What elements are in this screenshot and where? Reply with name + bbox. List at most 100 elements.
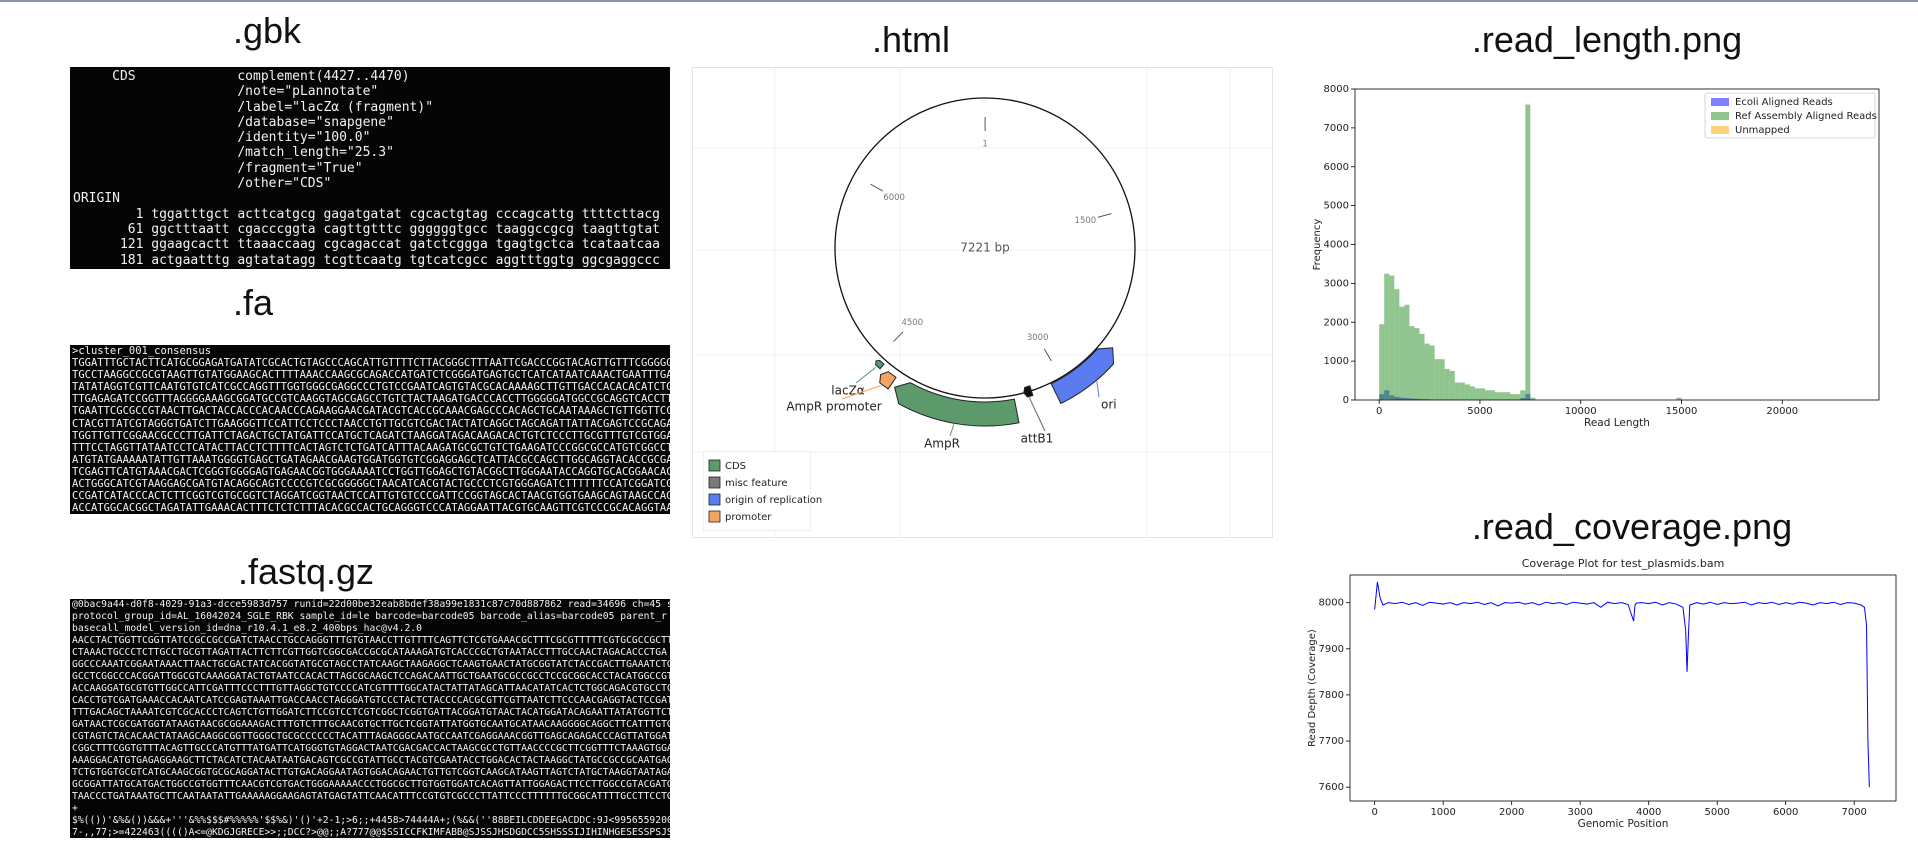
legend-label: misc feature bbox=[725, 478, 788, 489]
text-line: $%(())'&%&())&&&+'''&%%$$$#%%%%%'$$%&)'(… bbox=[72, 815, 670, 826]
legend-swatch bbox=[1711, 112, 1729, 120]
y-tick-label: 5000 bbox=[1324, 201, 1349, 212]
x-tick-label: 0 bbox=[1371, 807, 1377, 818]
x-tick-label: 4000 bbox=[1636, 807, 1661, 818]
text-line: AACCTACTGGTTCGGTTATCCGCCGCCGATCTAACCTGCC… bbox=[72, 635, 670, 646]
legend-swatch bbox=[1711, 126, 1729, 134]
text-line: /identity="100.0" bbox=[73, 130, 371, 146]
x-tick-label: 0 bbox=[1376, 406, 1382, 417]
histogram-bar bbox=[1429, 345, 1435, 400]
histogram-bar bbox=[1469, 386, 1475, 400]
x-tick-label: 20000 bbox=[1766, 406, 1798, 417]
plasmid-tick-label: 3000 bbox=[1027, 333, 1049, 343]
plasmid-size: 7221 bp bbox=[960, 241, 1010, 255]
text-line: 121 ggaagcactt ttaaaccaag cgcagaccat gat… bbox=[73, 237, 660, 253]
text-line: AAAGGACATGTGAGAGGAAGCTTCTACATCTACAATAATG… bbox=[72, 755, 670, 766]
plot-frame bbox=[1354, 88, 1880, 401]
y-axis-label: Read Depth (Coverage) bbox=[1307, 629, 1318, 747]
y-tick-label: 7900 bbox=[1319, 644, 1344, 655]
feature-lacz bbox=[875, 359, 885, 370]
text-line: 181 actgaatttg agtatatagg tcgttcaatg tgt… bbox=[73, 252, 660, 268]
feature-attb1 bbox=[1023, 385, 1034, 398]
y-tick-label: 7600 bbox=[1319, 782, 1344, 793]
y-tick-label: 7800 bbox=[1319, 690, 1344, 701]
text-line: ACCATGGCACGGCTAGATATTGAAACACTTTCTCTCTTTA… bbox=[72, 502, 670, 514]
text-line: ACTGGGCATCGTAAGGAGCGATGTACAGGCAGTCCCCGTC… bbox=[72, 478, 670, 491]
text-line: @0bac9a44-d0f8-4029-91a3-dcce5983d757 ru… bbox=[72, 599, 670, 610]
text-line: ATGTATGAAAAATATTGTTAAATGGGGTGAGCTGATAGAA… bbox=[72, 453, 670, 466]
histogram-bar bbox=[1399, 306, 1405, 400]
panel-heading: .read_coverage.png bbox=[1471, 506, 1793, 547]
plasmid-tick bbox=[1043, 348, 1052, 362]
histogram-bar bbox=[1500, 392, 1506, 400]
feature-label: ori bbox=[1101, 398, 1117, 412]
panel-heading: .gbk bbox=[232, 10, 302, 51]
y-tick-label: 6000 bbox=[1324, 162, 1349, 173]
text-line: /match_length="25.3" bbox=[73, 145, 394, 161]
genbank-text: CDS complement(4427..4470) /note="pLanno… bbox=[70, 67, 670, 269]
x-axis-label: Genomic Position bbox=[1578, 818, 1669, 830]
histogram-bar bbox=[1490, 390, 1496, 400]
histogram-bar bbox=[1384, 273, 1390, 400]
text-line: basecall_model_version_id=dna_r10.4.1_e8… bbox=[72, 623, 422, 634]
feature-label: AmpR promoter bbox=[786, 400, 881, 414]
text-line: GCGGATTATGCATGACTGGCCGTGGTTTCAACGTCGTGAC… bbox=[72, 779, 670, 790]
x-tick-label: 5000 bbox=[1704, 807, 1729, 818]
text-line: TTTGACAGCTAAAATCGTCGCACCCTCAGTCTGTTGGATC… bbox=[72, 707, 670, 718]
feature-label: lacZα bbox=[831, 384, 865, 398]
legend-label: Ecoli Aligned Reads bbox=[1735, 97, 1833, 108]
y-tick-label: 0 bbox=[1343, 395, 1349, 406]
histogram-bar bbox=[1515, 394, 1521, 400]
text-line: /note="pLannotate" bbox=[73, 84, 379, 100]
histogram-bar bbox=[1419, 333, 1425, 400]
text-line: /other="CDS" bbox=[73, 176, 332, 192]
y-axis-label: Frequency bbox=[1312, 219, 1323, 271]
text-line: 61 ggctttaatt cgacccggta cagttgtttc gggg… bbox=[73, 221, 660, 237]
legend-label: Unmapped bbox=[1735, 125, 1790, 136]
y-tick-label: 4000 bbox=[1324, 240, 1349, 251]
text-line: >cluster_001_consensus bbox=[72, 345, 212, 357]
histogram-bar bbox=[1505, 392, 1511, 400]
coverage-line bbox=[1374, 581, 1870, 788]
text-line: ACCAAGGATGCGTGTTGGCCATTCGATTTCCCTTTGTTAG… bbox=[72, 683, 670, 694]
legend-label: Ref Assembly Aligned Reads bbox=[1735, 111, 1877, 122]
text-line: CTAAACTGCCCTCTTGCCTGCGTTAGATTACTTCTTCGTT… bbox=[72, 647, 667, 658]
panel-heading: .fa bbox=[232, 282, 274, 323]
histogram-bar bbox=[1525, 104, 1531, 401]
feature-leader bbox=[1096, 381, 1100, 398]
plasmid-tick-label: 1 bbox=[982, 140, 987, 150]
plasmid-backbone bbox=[834, 97, 1136, 399]
plasmid-tick-label: 4500 bbox=[901, 318, 923, 328]
plasmid-tick bbox=[893, 331, 904, 343]
histogram-bar bbox=[1414, 328, 1420, 400]
text-line: + bbox=[72, 803, 78, 814]
text-line: 1 tggatttgct acttcatgcg gagatgatat cgcac… bbox=[73, 206, 660, 222]
panel-heading: .fastq.gz bbox=[237, 551, 375, 592]
y-tick-label: 7000 bbox=[1324, 123, 1349, 134]
text-line: protocol_group_id=AL_16042024_SGLE_RBK s… bbox=[72, 611, 667, 622]
y-tick-label: 2000 bbox=[1324, 317, 1349, 328]
histogram-bar bbox=[1389, 275, 1395, 400]
feature-leader bbox=[855, 367, 876, 384]
panel-heading: .html bbox=[871, 19, 951, 60]
y-tick-label: 8000 bbox=[1319, 598, 1344, 609]
feature-ampr bbox=[893, 382, 1020, 427]
histogram-bar bbox=[1424, 343, 1430, 400]
legend-label: promoter bbox=[725, 512, 772, 523]
text-line: /database="snapgene" bbox=[73, 114, 394, 130]
histogram-bar bbox=[1384, 398, 1390, 400]
text-line: CDS complement(4427..4470) bbox=[73, 69, 410, 84]
text-line: GCCTCGGCCCACGGATTGGCGTCAAAGGATACTGTAATCC… bbox=[72, 671, 670, 682]
text-line: CCGATCATACCCACTCTTCGGTCGTGCGGTCTAGGATCGG… bbox=[72, 490, 670, 503]
histogram-bar bbox=[1479, 388, 1485, 400]
y-tick-label: 1000 bbox=[1324, 356, 1349, 367]
text-line: /label="lacZα (fragment)" bbox=[73, 99, 434, 115]
legend-label: origin of replication bbox=[725, 495, 822, 506]
legend-frame bbox=[703, 451, 811, 531]
text-line: GGCCCAAATCGGAATAAACTTAACTGCGACTATCACGGTA… bbox=[72, 659, 670, 670]
histogram-bar bbox=[1439, 359, 1445, 400]
fastq-text: @0bac9a44-d0f8-4029-91a3-dcce5983d757 ru… bbox=[70, 599, 670, 838]
legend-swatch bbox=[708, 459, 721, 472]
histogram-bar bbox=[1474, 388, 1480, 400]
histogram-bar bbox=[1444, 368, 1450, 400]
